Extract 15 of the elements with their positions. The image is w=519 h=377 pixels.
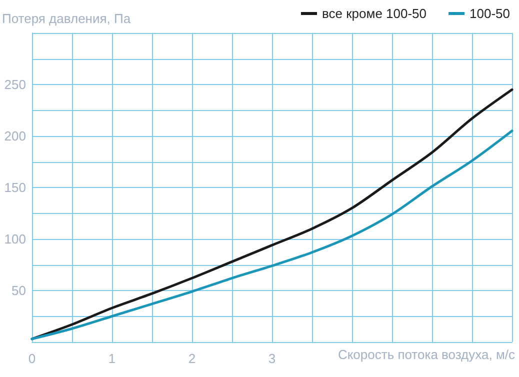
y-tick-label: 150 [4, 180, 26, 195]
x-tick-label: 2 [188, 351, 196, 366]
line-series [30, 130, 514, 340]
y-tick-label: 250 [4, 77, 26, 92]
x-axis-title: Скорость потока воздуха, м/с [338, 347, 516, 362]
legend-label: 100-50 [470, 6, 510, 21]
y-tick-label: 200 [4, 128, 26, 144]
y-tick-label: 50 [12, 283, 26, 298]
x-tick-label: 1 [108, 351, 116, 366]
x-tick-label: 0 [28, 351, 36, 366]
x-tick-label: 3 [268, 351, 276, 366]
y-tick-label: 100 [4, 232, 26, 246]
legend-label: все кроме 100-50 [322, 6, 427, 21]
y-axis-title: Потеря давления, Па [2, 11, 132, 26]
line-series [30, 88, 514, 340]
